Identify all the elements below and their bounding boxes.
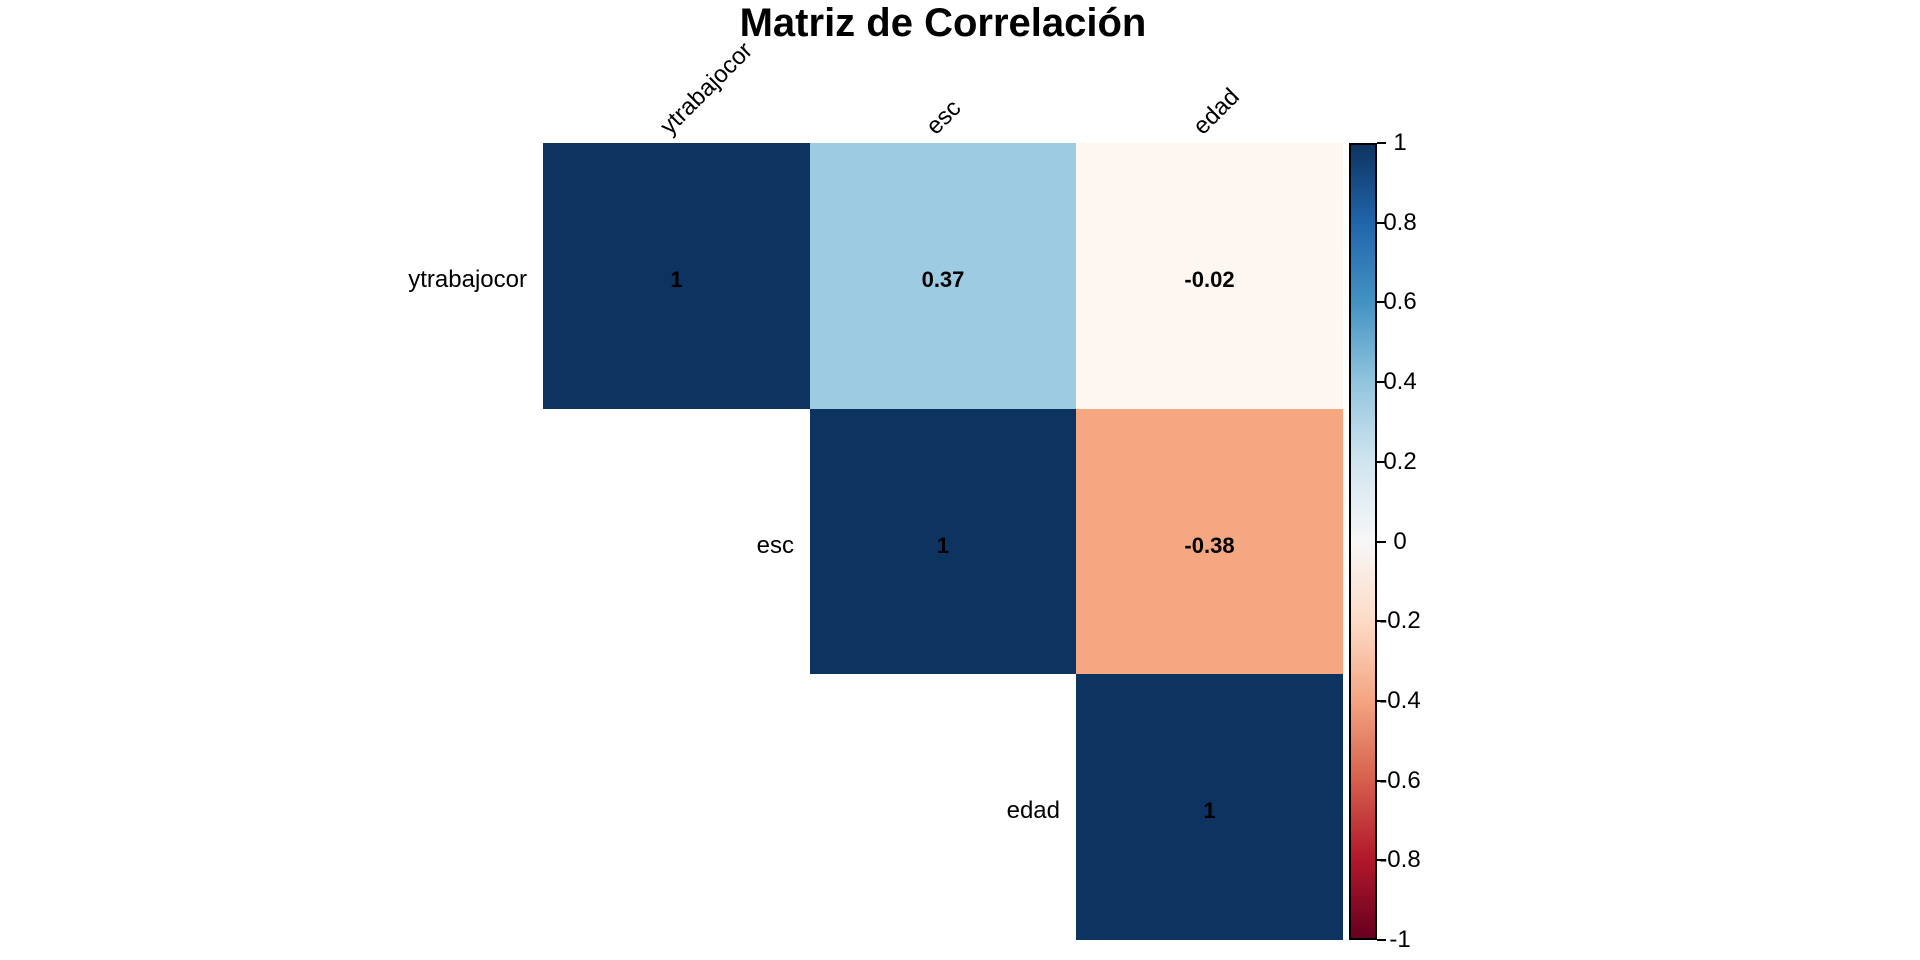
colorbar-tick-label: 0.4 — [1383, 368, 1417, 396]
colorbar-tick — [1377, 460, 1386, 463]
row-label-ytrabajocor: ytrabajocor — [408, 266, 527, 293]
colorbar-tick — [1377, 381, 1386, 384]
colorbar-tick-label: -0.4 — [1379, 686, 1421, 714]
colorbar-tick-label: 0 — [1393, 527, 1407, 555]
colorbar-tick-label: 0.6 — [1383, 288, 1417, 316]
cell-value: 0.37 — [921, 267, 965, 292]
matrix-cell-edad-edad — [1076, 674, 1343, 940]
colorbar-tick-label: -0.6 — [1379, 766, 1421, 794]
colorbar-tick — [1377, 859, 1386, 862]
colorbar-tick — [1377, 699, 1386, 702]
colorbar-tick — [1377, 221, 1386, 224]
matrix-cell-esc-edad — [1076, 409, 1343, 674]
colorbar-tick — [1377, 939, 1386, 941]
colorbar-tick — [1377, 620, 1386, 623]
cell-value: -0.02 — [1184, 267, 1235, 292]
colorbar-gradient — [1351, 145, 1375, 938]
colorbar-tick — [1377, 540, 1386, 543]
colorbar-tick-label: -0.8 — [1379, 846, 1421, 874]
cell-value: 1 — [670, 267, 683, 292]
colorbar-tick-label: 0.2 — [1383, 447, 1417, 475]
col-label-edad: edad — [1187, 83, 1245, 140]
matrix-cell-ytrabajocor-edad — [1076, 143, 1343, 409]
colorbar-tick — [1377, 142, 1386, 144]
chart-title: Matriz de Correlación — [739, 1, 1147, 45]
colorbar — [1349, 143, 1377, 940]
colorbar-tick-label: -1 — [1389, 926, 1411, 953]
colorbar-tick — [1377, 301, 1386, 304]
cell-value: -0.38 — [1184, 532, 1235, 558]
colorbar-tick — [1377, 779, 1386, 782]
matrix-cell-ytrabajocor-ytrabajocor — [543, 143, 810, 409]
row-label-esc: esc — [756, 531, 794, 559]
matrix-cell-esc-esc — [810, 409, 1076, 674]
colorbar-tick-label: 0.8 — [1383, 208, 1417, 236]
cell-value: 1 — [1203, 798, 1216, 823]
row-label-edad: edad — [1006, 797, 1060, 824]
colorbar-tick-label: -0.2 — [1379, 607, 1421, 635]
col-label-esc: esc — [920, 94, 967, 140]
cell-value: 1 — [936, 532, 950, 558]
col-label-ytrabajocor: ytrabajocor — [654, 36, 758, 140]
matrix-cell-ytrabajocor-esc — [810, 143, 1076, 409]
colorbar-tick-label: 1 — [1393, 129, 1407, 156]
